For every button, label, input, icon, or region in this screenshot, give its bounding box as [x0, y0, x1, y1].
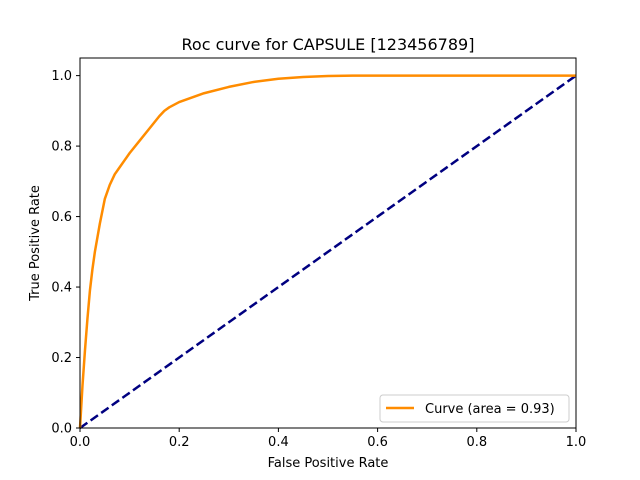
ticks-layer: 0.0 0.2 0.4 0.6 0.8 1.0 0.0 0.2 0.4 0.6 0.8 1.0: [51, 69, 586, 450]
x-axis-label: False Positive Rate: [268, 456, 389, 471]
y-axis-label: True Positive Rate: [28, 185, 43, 302]
diagonal-reference-line: [79, 74, 577, 430]
x-tick-label: 0.8: [466, 435, 487, 450]
y-tick-label: 0.0: [51, 422, 72, 437]
y-tick-label: 0.8: [51, 140, 72, 155]
roc-curve-line: [78, 74, 576, 429]
x-tick-label: 0.2: [169, 435, 190, 450]
y-tick-label: 0.4: [51, 281, 72, 296]
y-tick-label: 0.2: [51, 351, 72, 366]
plot-area: [80, 58, 576, 428]
y-tick-label: 0.6: [51, 210, 72, 225]
series-layer: [78, 74, 577, 430]
legend-label: Curve (area = 0.93): [425, 402, 555, 417]
legend: Curve (area = 0.93): [379, 394, 570, 423]
x-tick-label: 1.0: [566, 435, 587, 450]
x-tick-label: 0.6: [367, 435, 388, 450]
y-tick-label: 1.0: [51, 69, 72, 84]
chart-title: Roc curve for CAPSULE [123456789]: [182, 35, 475, 54]
plot-background: [80, 58, 576, 428]
x-tick-label: 0.0: [70, 435, 91, 450]
x-tick-label: 0.4: [268, 435, 289, 450]
plot-frame: [79, 57, 577, 429]
legend-box: [379, 394, 570, 423]
